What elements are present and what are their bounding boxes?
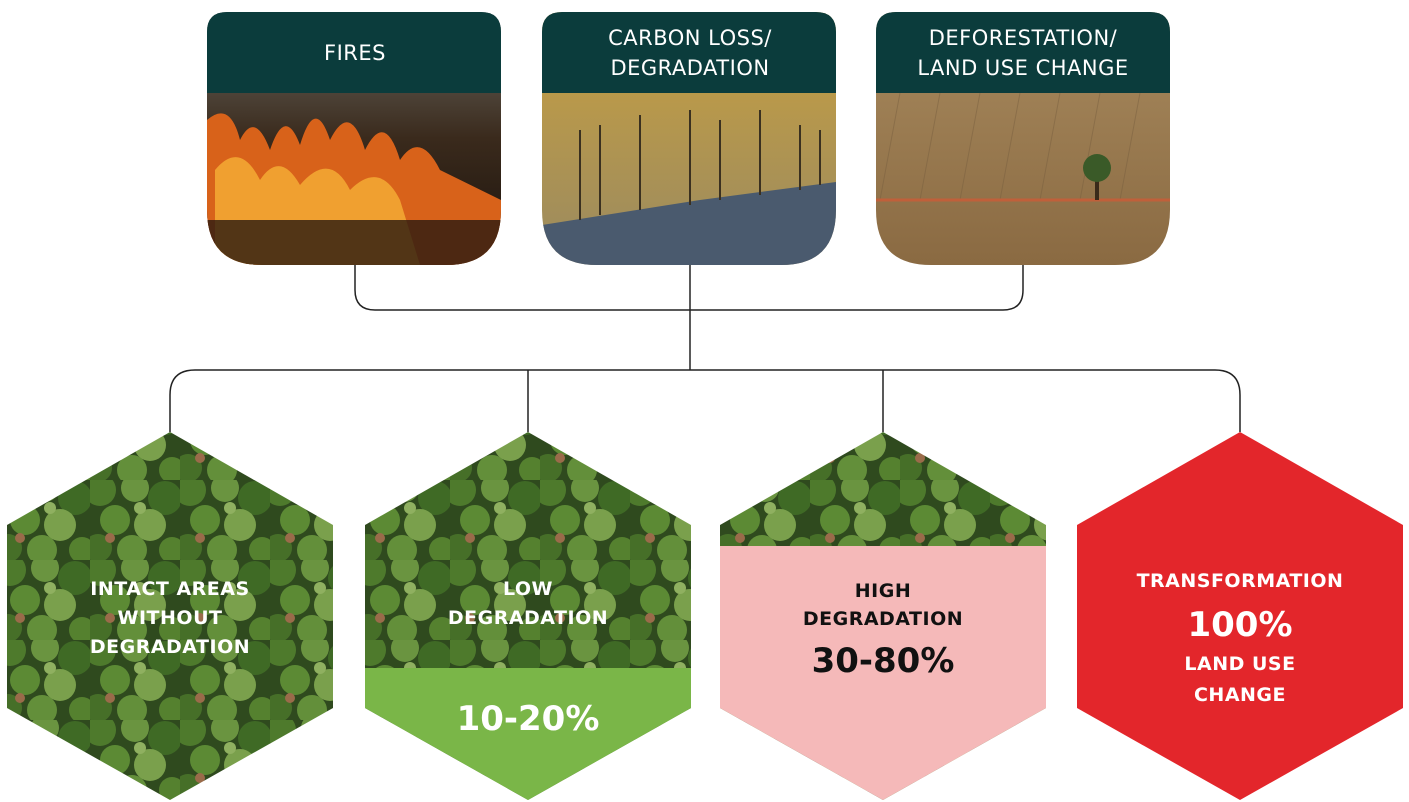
card-label: DEGRADATION	[610, 56, 769, 80]
card-label: CARBON LOSS/	[608, 26, 772, 50]
hex-label: WITHOUT	[118, 607, 223, 629]
hex-label: CHANGE	[1194, 684, 1286, 706]
hex-label: LOW	[503, 578, 553, 600]
hex-label: DEGRADATION	[803, 608, 963, 630]
hex-label: DEGRADATION	[448, 607, 608, 629]
hex-label: DEGRADATION	[90, 636, 250, 658]
hex-label: LAND USE	[1184, 653, 1295, 675]
card-label: LAND USE CHANGE	[917, 56, 1128, 80]
hex-percent: 100%	[1187, 605, 1292, 645]
hex-label: INTACT AREAS	[90, 578, 249, 600]
card-label: DEFORESTATION/	[929, 26, 1118, 50]
hex-label: HIGH	[855, 580, 911, 602]
card-label: FIRES	[324, 41, 386, 65]
hex-label: TRANSFORMATION	[1137, 570, 1344, 592]
diagram: FIRES CARBON LOSS/ DEGRADATION DEFORESTA…	[0, 0, 1409, 802]
hex-percent: 30-80%	[812, 641, 955, 681]
hex-percent: 10-20%	[457, 699, 600, 739]
connectors	[170, 265, 1240, 432]
